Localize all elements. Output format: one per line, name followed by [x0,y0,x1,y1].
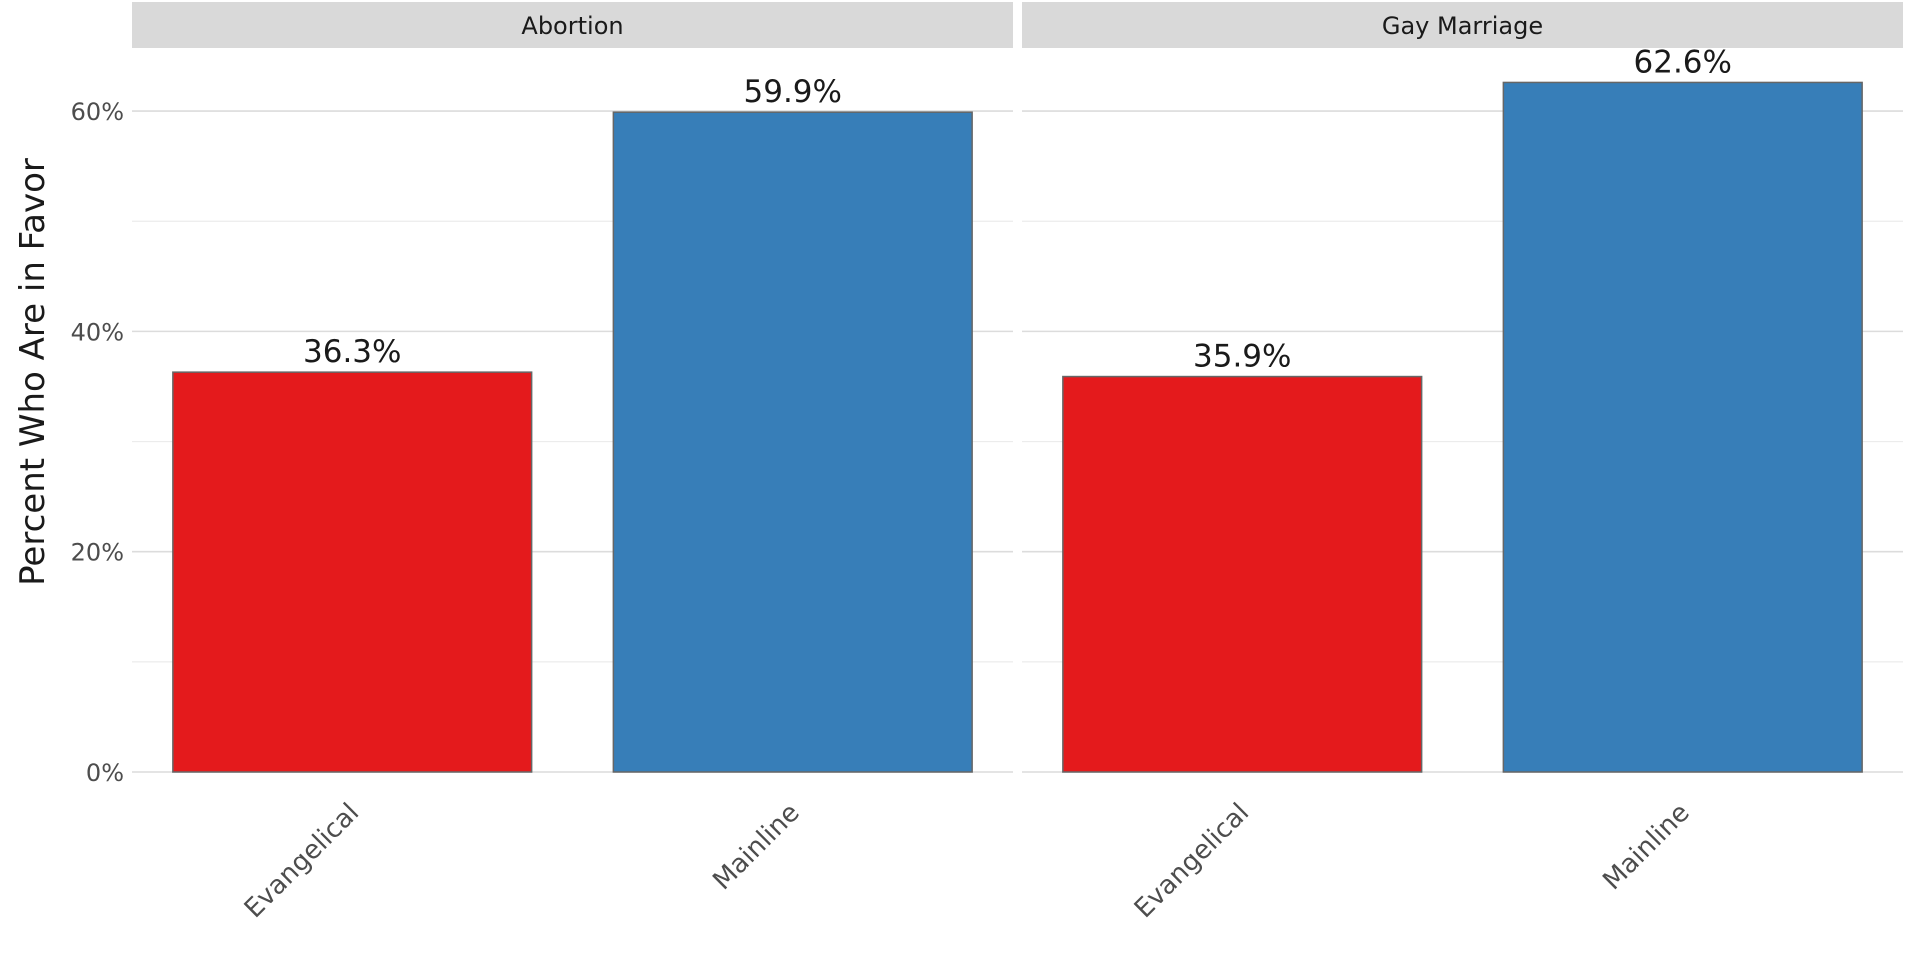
bar [1062,375,1423,773]
y-tick-label: 40% [71,318,124,346]
y-axis-label: Percent Who Are in Favor [13,158,53,586]
data-label: 35.9% [1193,339,1291,375]
bar [172,371,533,773]
x-tick-label: Mainline [707,798,805,896]
bar [612,111,973,773]
facet-strip-label: Abortion [521,12,623,40]
y-tick-label: 20% [71,539,124,567]
y-tick-label: 60% [71,98,124,126]
facet-strip [132,2,1013,48]
x-tick-label: Evangelical [1129,798,1255,924]
facet-strip-label: Gay Marriage [1382,12,1543,40]
x-tick-label: Mainline [1597,798,1695,896]
y-tick-label: 0% [86,759,124,787]
bar [1502,81,1863,773]
plot-area: 0% 20% 40% 60% Abortion 36.3% Evangelical 59.9%… [71,2,1903,924]
data-label: 59.9% [744,74,842,110]
x-tick-label: Evangelical [239,798,365,924]
data-label: 36.3% [303,334,401,370]
data-label: 62.6% [1634,44,1732,80]
facet-strip [1022,2,1903,48]
